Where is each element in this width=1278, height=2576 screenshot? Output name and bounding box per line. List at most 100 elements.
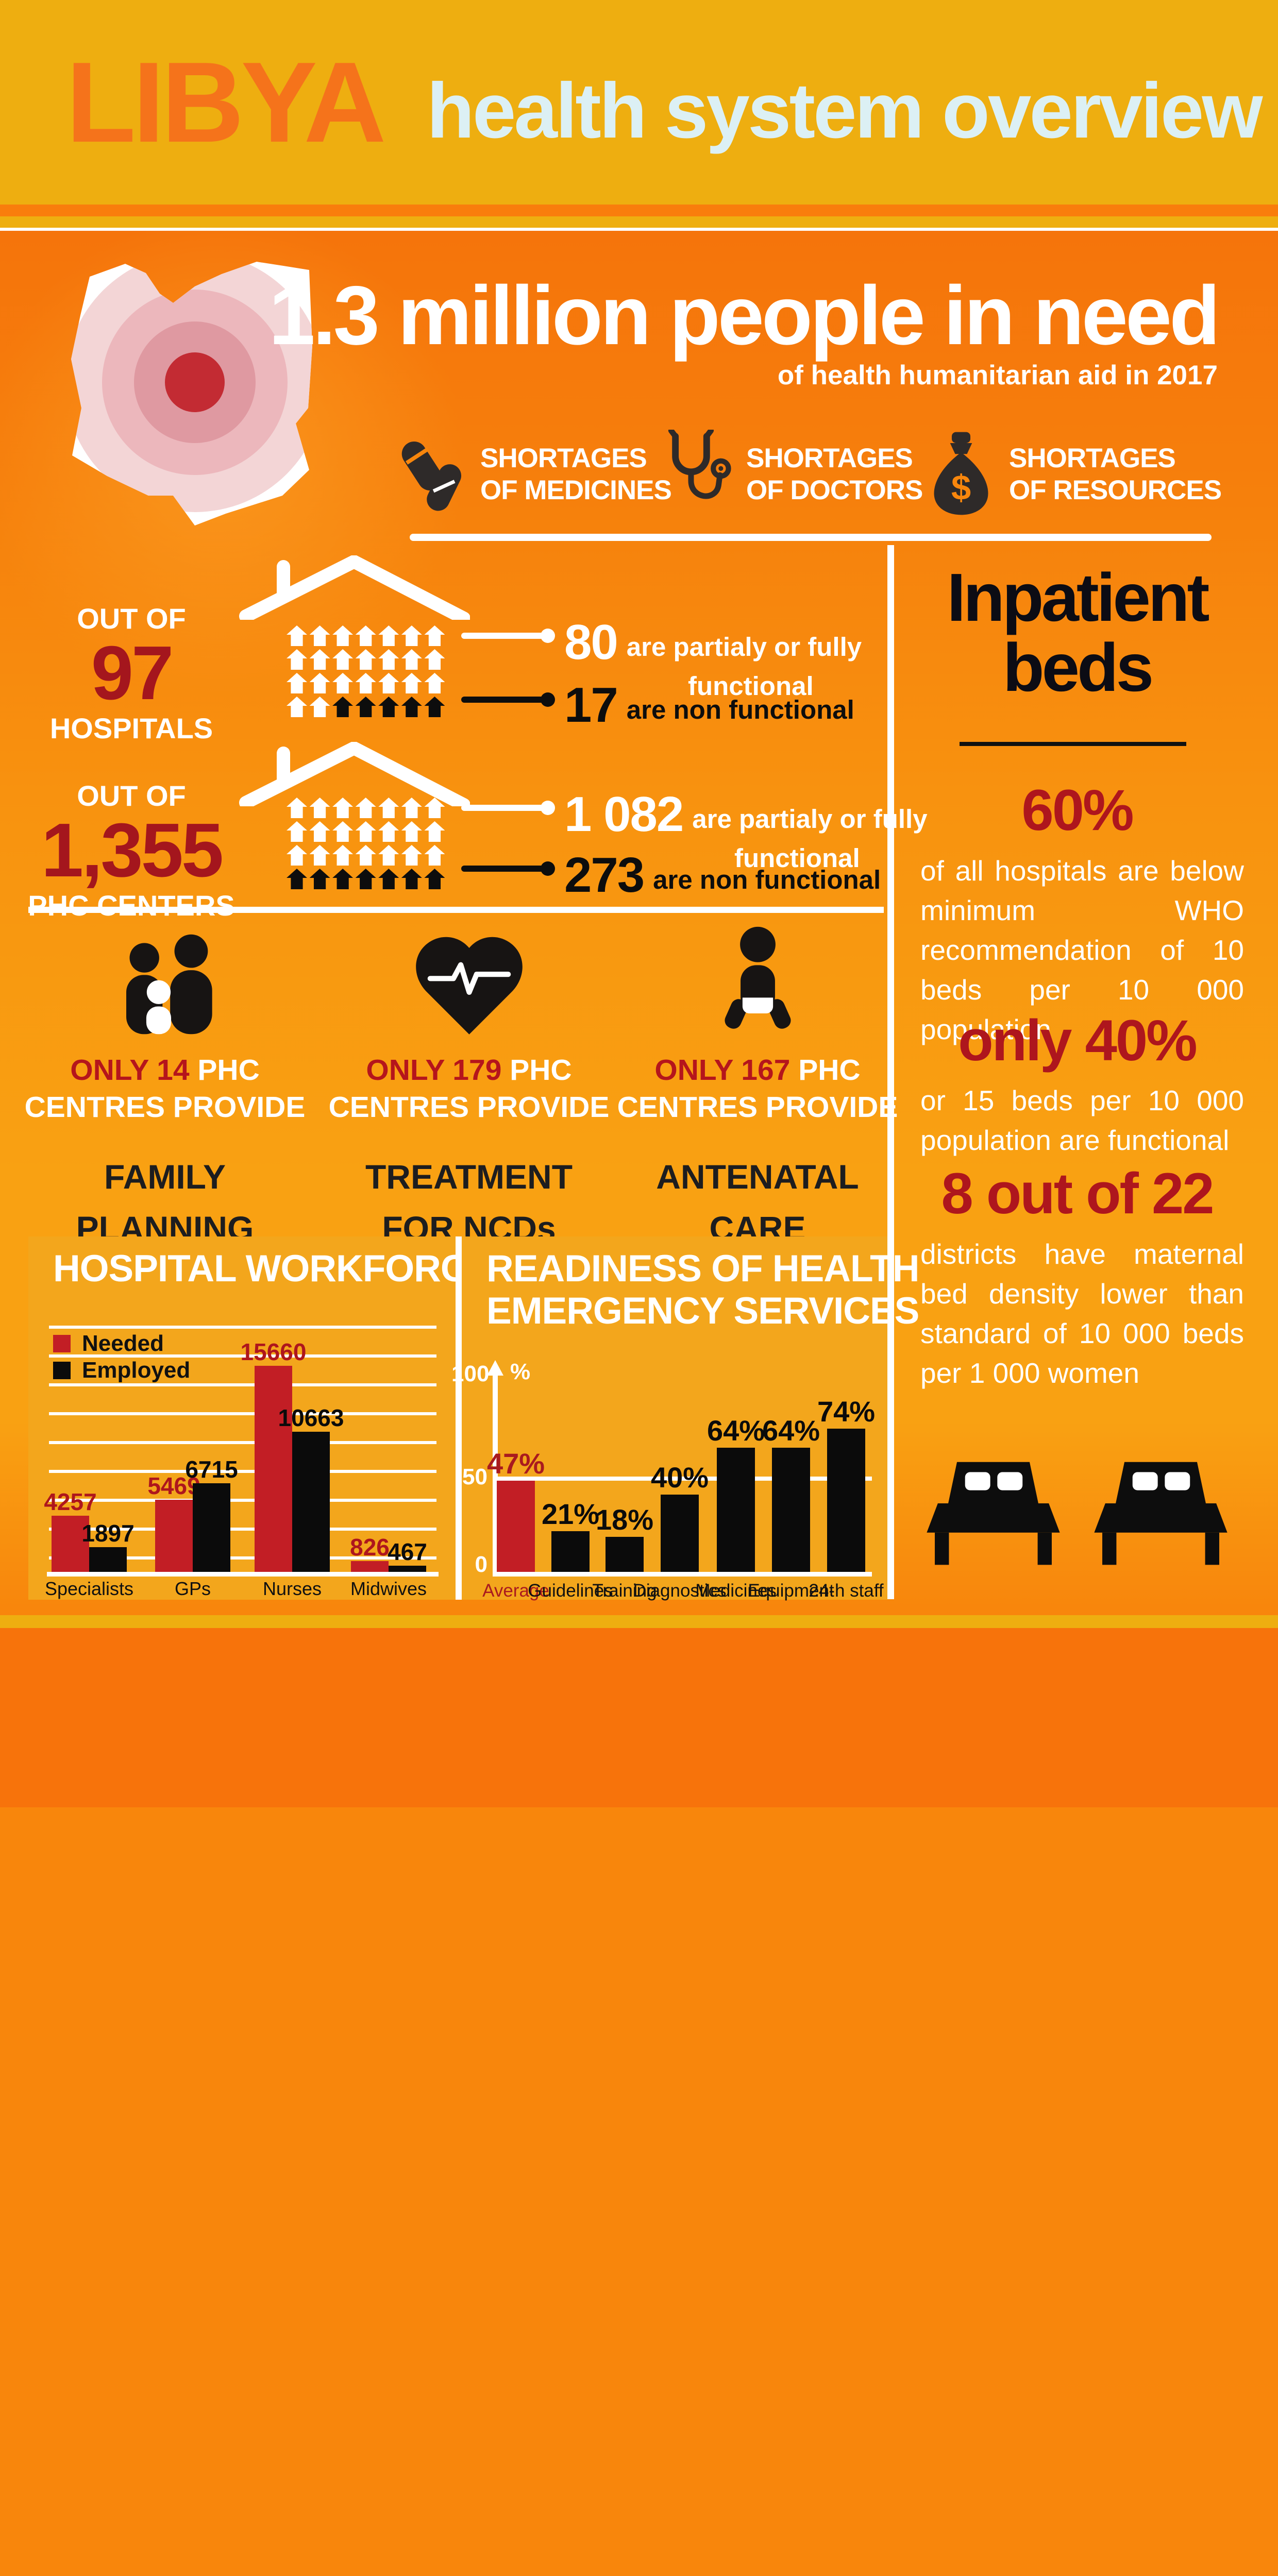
bar-needed: [255, 1366, 292, 1572]
house-icon: [332, 697, 354, 717]
house-icon: [332, 869, 354, 889]
gridline: [49, 1470, 436, 1473]
gridline: [49, 1441, 436, 1444]
house-icon: [378, 821, 399, 842]
house-icon: [424, 673, 445, 693]
phc-label: OUT OF 1,355 PHC CENTERS: [23, 779, 240, 922]
house-icon: [401, 845, 422, 866]
house-icon: [401, 625, 422, 646]
bar-value-label: 40%: [650, 1461, 709, 1494]
house-icon: [424, 821, 445, 842]
house-icon: [355, 649, 376, 670]
bar-value-label: 74%: [817, 1395, 876, 1428]
hero-headline: 1.3 million people in need: [268, 269, 1220, 362]
x-axis-label: Average: [482, 1581, 549, 1601]
hero-subheadline: of health humanitarian aid in 2017: [777, 360, 1218, 391]
phc-nonfunctional: 273 are non functional: [564, 848, 881, 903]
bar-equipment: [772, 1448, 810, 1572]
hospitals-label: OUT OF 97 HOSPITALS: [23, 602, 240, 745]
gridline: [49, 1412, 436, 1415]
bar-24-h-staff: [827, 1429, 865, 1572]
house-icon: [287, 625, 307, 646]
house-icon: [309, 869, 330, 889]
house-icon: [424, 625, 445, 646]
bar-guidelines: [551, 1531, 590, 1572]
gridline: [49, 1326, 436, 1329]
house-icon: [287, 845, 307, 866]
family-icon: [21, 927, 309, 1036]
bar-needed: [155, 1500, 193, 1572]
house-icon: [378, 869, 399, 889]
bar-value-label: 10663: [278, 1404, 344, 1431]
roof-icon: [239, 555, 470, 620]
house-icon: [424, 649, 445, 670]
service-item: ONLY 14 PHC CENTRES PROVIDE FAMILY PLANNI…: [21, 927, 309, 1254]
house-icon: [287, 697, 307, 717]
connector-functional: [461, 629, 555, 643]
section-divider: [410, 534, 1212, 541]
panel-divider: [456, 1236, 462, 1600]
bar-value-label: 1897: [81, 1520, 134, 1547]
stethoscope-icon: [668, 427, 731, 499]
impact-rings: [71, 262, 312, 512]
house-icon: [424, 869, 445, 889]
house-icon: [401, 673, 422, 693]
sidebar-rule: [960, 742, 1186, 746]
header-band: LIBYA health system overview: [0, 0, 1278, 205]
house-icon: [287, 649, 307, 670]
money-bag-icon: $: [934, 432, 988, 515]
house-icon: [378, 798, 399, 818]
connector-nonfunctional: [461, 692, 555, 707]
house-icon: [332, 821, 354, 842]
bar-value-label: 6715: [185, 1456, 238, 1483]
bar-value-label: 5469: [147, 1472, 200, 1499]
house-icon: [355, 821, 376, 842]
bed-icons: [922, 1457, 1232, 1575]
page-title: health system overview: [427, 67, 1263, 155]
hospitals-pictograph: [287, 625, 447, 720]
stat-text: districts have maternal bed density lowe…: [920, 1238, 1244, 1389]
house-icon: [378, 673, 399, 693]
connector-nonfunctional: [461, 861, 555, 876]
house-icon: [355, 673, 376, 693]
y-axis-unit: %: [510, 1359, 531, 1384]
bar-needed: [351, 1561, 389, 1572]
bar-needed: [52, 1516, 89, 1572]
divider-line: [0, 228, 1278, 231]
x-axis-label: Midwives: [350, 1578, 427, 1599]
y-tick: 0: [475, 1552, 487, 1577]
bar-value-label: 21%: [541, 1498, 600, 1530]
family-icon: [126, 934, 212, 1035]
bed-icon: [1094, 1462, 1227, 1565]
bar-value-label: 4257: [44, 1488, 97, 1515]
hospitals-nonfunctional: 17 are non functional: [564, 677, 854, 733]
bar-value-label: 467: [388, 1538, 427, 1565]
libya-map: [71, 262, 312, 526]
house-icon: [332, 649, 354, 670]
bar-average: [497, 1481, 535, 1572]
connector-functional: [461, 801, 555, 815]
house-icon: [401, 697, 422, 717]
stat-value: 60%: [1021, 778, 1134, 842]
divider-stripe: [0, 216, 1278, 228]
house-icon: [309, 798, 330, 818]
x-axis: [493, 1572, 872, 1577]
divider-stripe: [0, 205, 1278, 216]
house-icon: [287, 673, 307, 693]
stat-value: only 40%: [958, 1008, 1198, 1073]
house-icon: [309, 625, 330, 646]
phc-count: 1,355: [41, 808, 224, 893]
x-axis-label: Medicines: [695, 1581, 777, 1601]
shortage-item: $ SHORTAGES OF RESOURCES: [927, 431, 1222, 518]
sidebar-title: Inpatient beds: [947, 560, 1210, 705]
house-icon: [332, 845, 354, 866]
service-item: ONLY 179 PHC CENTRES PROVIDE TREATMENT FO…: [325, 927, 613, 1254]
bar-value-label: 18%: [595, 1503, 654, 1536]
x-axis-label: Training: [592, 1581, 657, 1601]
y-tick: 50: [462, 1464, 487, 1489]
stat-text: of all hospitals are below minimum WHO r…: [920, 855, 1244, 1045]
gridline: [49, 1556, 436, 1560]
house-icon: [287, 869, 307, 889]
gridline: [49, 1383, 436, 1386]
house-icon: [309, 821, 330, 842]
